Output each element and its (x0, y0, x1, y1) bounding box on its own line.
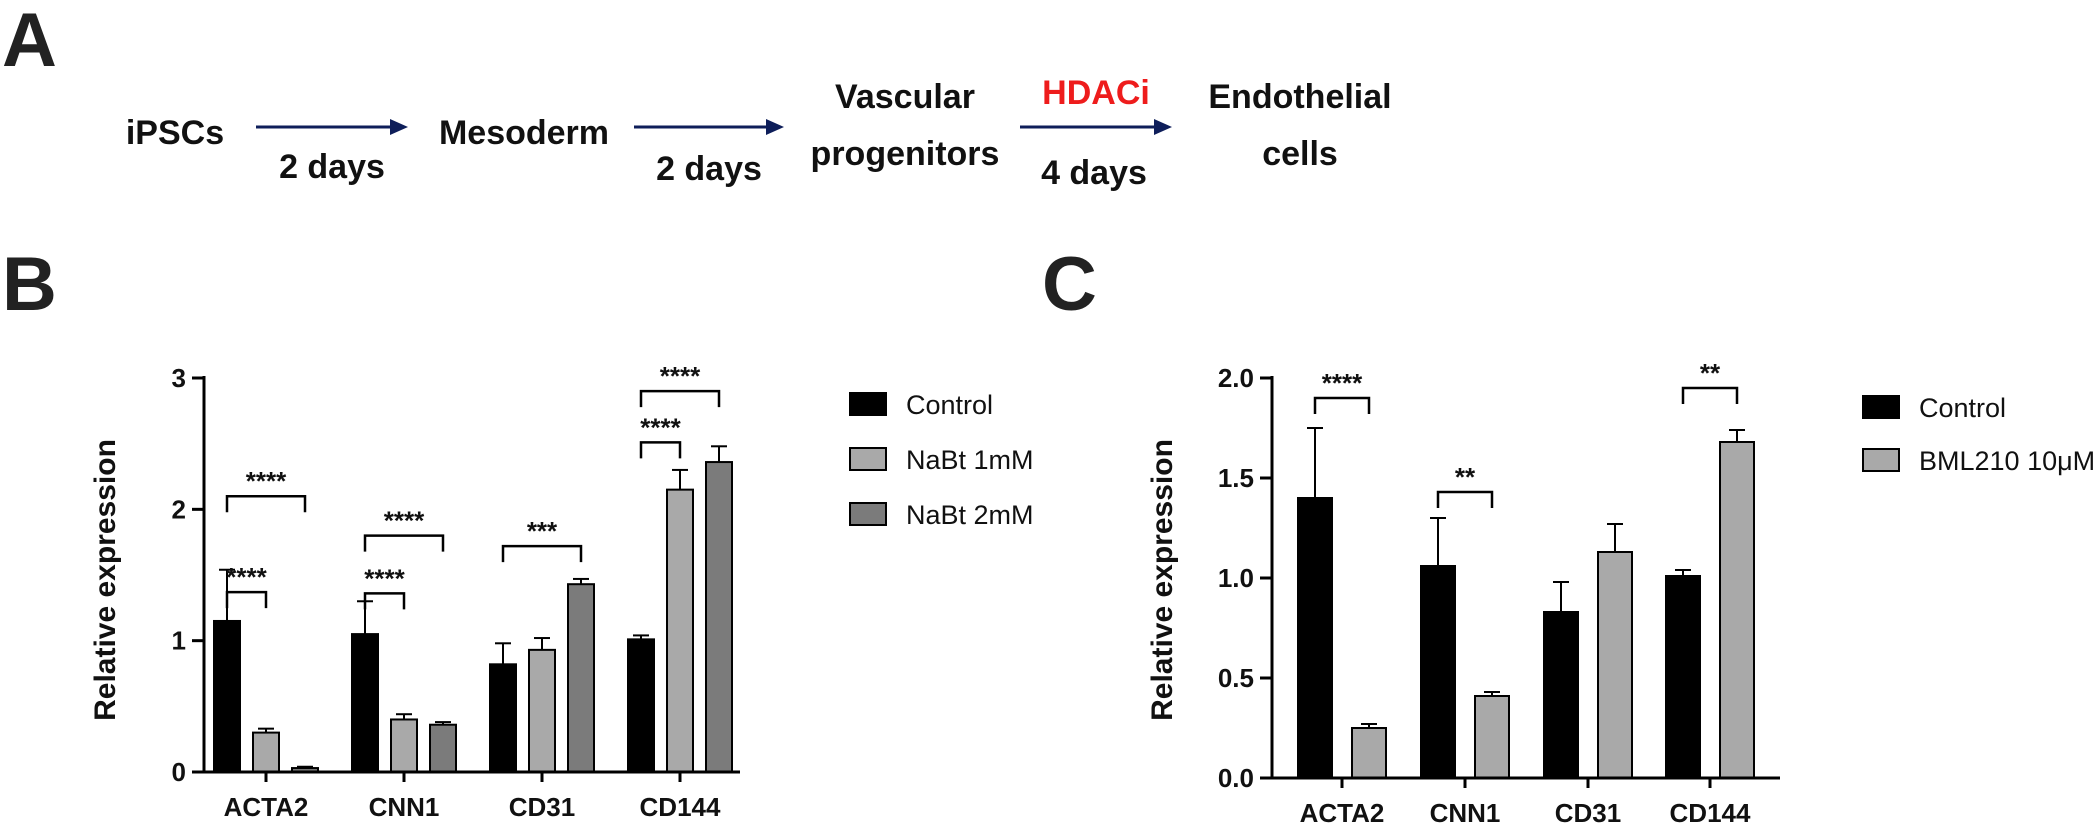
chart-c-bar-s0-c3 (1665, 575, 1701, 779)
step-3-duration: 4 days (1041, 154, 1147, 192)
stage-endothelial-cells-line2: cells (1262, 135, 1338, 173)
stage-endothelial-cells-line1: Endothelial (1208, 78, 1391, 116)
chart-b-ytick-label-0: 0 (172, 757, 186, 787)
chart-c-sig-label-2: ** (1700, 358, 1721, 388)
chart-c-ytick-label-2: 1.0 (1218, 563, 1254, 593)
chart-c-sig-label-1: ** (1455, 462, 1476, 492)
chart-b-sig-bracket-3 (363, 534, 445, 552)
chart-b-xtick-label-2: CD31 (509, 792, 575, 822)
arrow-2 (634, 119, 784, 135)
stage-ipscs: iPSCs (126, 114, 224, 152)
chart-b-legend-swatch-0 (849, 392, 887, 416)
chart-b-sig-bracket-0 (225, 590, 268, 609)
chart-c-bar-s1-c0 (1351, 727, 1387, 779)
chart-b-bar-s1-c0 (252, 731, 280, 773)
chart-c-ytick-label-1: 0.5 (1218, 663, 1254, 693)
arrow-3 (1020, 119, 1172, 135)
chart-panel-b: Relative expression 0 1 2 3 ACTA2 CNN1 CD31 CD1… (89, 361, 1034, 822)
chart-c-sig-bracket-1 (1436, 490, 1494, 508)
chart-b-bar-s1-c3 (666, 488, 694, 773)
chart-b-sig-bracket-1 (225, 494, 307, 513)
chart-b-legend-label-0: Control (906, 390, 993, 420)
chart-b-ytick-label-1: 1 (172, 626, 186, 656)
chart-b-legend: Control NaBt 1mM NaBt 2mM (849, 390, 1034, 530)
chart-b-sig-label-1: **** (246, 466, 287, 496)
chart-b-bar-s0-c2 (489, 663, 517, 773)
chart-b-bar-s0-c1 (351, 633, 379, 773)
chart-b-sig-label-4: *** (527, 516, 558, 546)
step-3-treatment: HDACi (1042, 74, 1150, 112)
step-1-duration: 2 days (279, 148, 385, 186)
chart-b-xtick-label-0: ACTA2 (224, 792, 309, 822)
chart-b-bar-s2-c2 (567, 583, 595, 774)
chart-b-sig-label-2: **** (364, 563, 405, 593)
step-2-duration: 2 days (656, 150, 762, 188)
chart-c-legend-label-0: Control (1919, 393, 2006, 423)
chart-c-bar-s1-c3 (1719, 441, 1755, 779)
chart-b-ytick-label-3: 3 (172, 363, 186, 393)
chart-c-sig-label-0: **** (1322, 368, 1363, 398)
arrow-1 (256, 119, 408, 135)
chart-b-ylabel: Relative expression (89, 439, 122, 721)
chart-c-ytick-label-4: 2.0 (1218, 363, 1254, 393)
panel-letter-b: B (2, 242, 57, 327)
stage-mesoderm: Mesoderm (439, 114, 609, 152)
chart-c-xtick-label-0: ACTA2 (1300, 798, 1385, 828)
chart-c-sig-bracket-2 (1681, 386, 1739, 404)
chart-c-bar-s1-c2 (1597, 551, 1633, 779)
chart-b-bar-s0-c0 (213, 619, 241, 774)
chart-c-bar-s0-c0 (1297, 497, 1333, 779)
chart-b-legend-swatch-2 (849, 502, 887, 526)
chart-c-sig-bracket-0 (1313, 396, 1371, 414)
chart-c-bar-s1-c1 (1474, 695, 1510, 779)
chart-c-ytick-label-0: 0.0 (1218, 763, 1254, 793)
chart-b-sig-label-5: **** (640, 412, 681, 442)
stage-vascular-progenitors-line1: Vascular (835, 78, 975, 116)
chart-c-ytick-label-3: 1.5 (1218, 463, 1254, 493)
stage-vascular-progenitors-line2: progenitors (811, 135, 1000, 173)
chart-c-bar-s0-c2 (1543, 611, 1579, 779)
chart-c-xtick-label-3: CD144 (1670, 798, 1751, 828)
chart-b-bar-s1-c2 (528, 648, 556, 773)
chart-b-sig-label-6: **** (660, 361, 701, 391)
chart-b-sig-bracket-6 (639, 389, 721, 408)
chart-c-xtick-label-2: CD31 (1555, 798, 1621, 828)
chart-c-ylabel: Relative expression (1146, 439, 1179, 721)
chart-b-sig-bracket-2 (363, 592, 406, 610)
workflow: iPSCs Mesoderm Vascular progenitors Endo… (126, 74, 1392, 192)
chart-c-legend-label-1: BML210 10μM (1919, 446, 2095, 476)
chart-b-xtick-label-1: CNN1 (369, 792, 440, 822)
chart-b-sig-label-3: **** (384, 506, 425, 536)
chart-b-ytick-label-2: 2 (172, 494, 186, 524)
chart-b-xtick-label-3: CD144 (640, 792, 721, 822)
chart-b-bar-s2-c3 (705, 461, 733, 773)
chart-panel-c: Relative expression 0.0 0.5 1.0 1.5 2.0 ACTA2… (1146, 358, 2095, 828)
chart-c-xtick-label-1: CNN1 (1430, 798, 1501, 828)
panel-letter-a: A (2, 0, 57, 83)
chart-b-bar-s1-c1 (390, 718, 418, 774)
chart-b-sig-label-0: **** (226, 562, 267, 592)
chart-c-legend: Control BML210 10μM (1862, 393, 2095, 476)
chart-b-bar-s0-c3 (627, 638, 655, 773)
chart-c-bar-s0-c1 (1420, 565, 1456, 779)
chart-b-bar-s2-c1 (429, 723, 457, 773)
chart-b-legend-label-1: NaBt 1mM (906, 445, 1034, 475)
panel-letter-c: C (1042, 242, 1097, 327)
chart-c-legend-swatch-1 (1862, 448, 1900, 472)
chart-c-legend-swatch-0 (1862, 395, 1900, 419)
chart-b-sig-bracket-4 (501, 544, 583, 563)
chart-b-sig-bracket-5 (639, 441, 682, 459)
chart-b-legend-label-2: NaBt 2mM (906, 500, 1034, 530)
chart-b-legend-swatch-1 (849, 447, 887, 471)
